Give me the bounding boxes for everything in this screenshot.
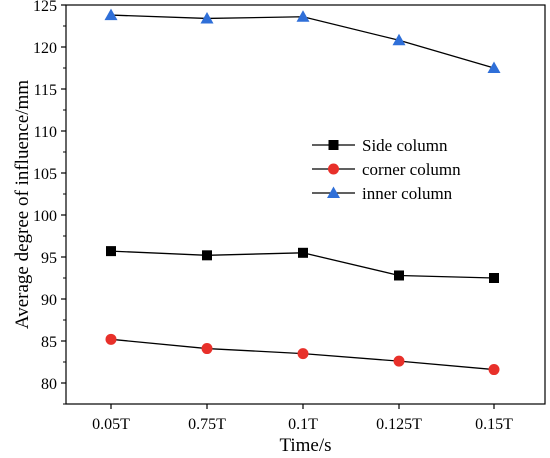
data-point: [489, 273, 499, 283]
y-tick-label: 110: [34, 124, 57, 141]
plot-frame: [65, 4, 546, 405]
y-tick-label: 120: [33, 40, 57, 57]
series-group: [104, 8, 501, 376]
legend: Side column corner column inner column: [312, 136, 461, 203]
x-tick-label: 0.75T: [188, 416, 226, 433]
y-tick-label: 80: [41, 376, 57, 393]
y-tick-label: 125: [33, 0, 57, 15]
data-point: [105, 333, 117, 345]
data-point: [201, 343, 213, 355]
series-side-column: [106, 246, 499, 283]
data-point: [488, 364, 500, 376]
data-point: [392, 33, 406, 46]
x-axis-label: Time/s: [279, 435, 331, 456]
y-tick-label: 90: [41, 292, 57, 309]
legend-marker: [328, 163, 339, 175]
y-tick-label: 85: [41, 334, 57, 351]
legend-marker: [328, 140, 339, 150]
data-point: [200, 11, 214, 24]
legend-label: inner column: [362, 184, 453, 203]
legend-label: Side column: [362, 136, 448, 155]
data-point: [298, 247, 308, 258]
series-inner-column: [104, 8, 501, 73]
y-tick-label: 100: [33, 208, 57, 225]
legend-label: corner column: [362, 160, 461, 179]
data-point: [393, 355, 405, 367]
series-corner-column: [105, 333, 500, 376]
y-tick-label: 115: [34, 82, 57, 99]
data-point: [296, 10, 310, 22]
axes: 80 85 90 95 100 105 110 115 120 125 0.05T 0.75T 0.1T…: [33, 0, 546, 433]
data-point: [297, 348, 309, 360]
data-point: [202, 250, 212, 261]
legend-marker: [327, 186, 340, 198]
y-tick-label: 105: [33, 166, 57, 183]
x-tick-label: 0.1T: [288, 416, 318, 433]
x-tick-label: 0.05T: [92, 416, 130, 433]
x-tick-label: 0.125T: [376, 416, 422, 433]
x-tick-label: 0.15T: [475, 416, 513, 433]
y-axis-label: Average degree of influence/mm: [12, 80, 33, 329]
series-line: [110, 14, 495, 69]
data-point: [487, 61, 501, 73]
data-point: [104, 8, 118, 21]
data-point: [106, 246, 116, 257]
y-tick-label: 95: [41, 250, 57, 267]
data-point: [394, 270, 404, 281]
